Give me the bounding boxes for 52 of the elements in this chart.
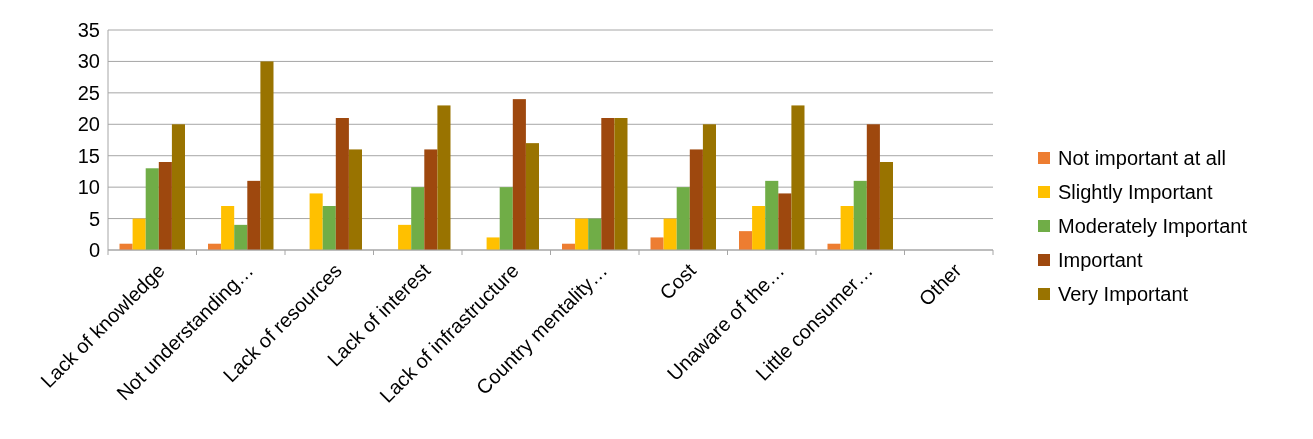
y-tick-label: 30 xyxy=(77,50,100,73)
bar xyxy=(335,118,349,250)
bar xyxy=(132,218,146,250)
bar xyxy=(689,149,703,250)
y-tick-label: 15 xyxy=(77,144,100,167)
bar xyxy=(486,237,500,250)
legend-label: Slightly Important xyxy=(1058,181,1213,203)
bar xyxy=(752,206,766,250)
bar xyxy=(650,237,664,250)
bar xyxy=(499,187,513,250)
bar xyxy=(260,61,274,250)
bar xyxy=(791,105,805,250)
bar xyxy=(765,180,779,250)
bar xyxy=(512,99,526,250)
bar xyxy=(145,168,159,250)
y-tick-label: 35 xyxy=(77,19,100,41)
bar xyxy=(879,162,893,250)
bar xyxy=(866,124,880,250)
bar xyxy=(424,149,438,250)
bar xyxy=(739,231,753,250)
bar xyxy=(171,124,185,250)
bar xyxy=(663,218,677,250)
y-tick-label: 0 xyxy=(88,239,100,261)
bar xyxy=(247,180,261,250)
bar xyxy=(525,143,539,250)
bar xyxy=(702,124,716,250)
bar xyxy=(676,187,690,250)
bar xyxy=(588,218,602,250)
x-tick-label: Cost xyxy=(655,258,701,304)
bar xyxy=(601,118,615,250)
y-tick-label: 20 xyxy=(77,113,100,136)
legend-label: Moderately Important xyxy=(1058,215,1248,237)
bar xyxy=(575,218,589,250)
bar xyxy=(398,224,412,250)
legend-label: Very Important xyxy=(1058,283,1189,305)
bar xyxy=(778,193,792,250)
y-tick-label: 25 xyxy=(77,81,100,104)
bar xyxy=(348,149,362,250)
bar xyxy=(158,162,172,250)
bar xyxy=(614,118,628,250)
bar xyxy=(234,224,248,250)
bar xyxy=(853,180,867,250)
y-tick-label: 5 xyxy=(88,207,100,230)
legend-label: Not important at all xyxy=(1058,147,1226,169)
bar xyxy=(322,206,336,250)
legend-label: Important xyxy=(1058,249,1143,271)
bar xyxy=(840,206,854,250)
bar xyxy=(221,206,235,250)
bar xyxy=(411,187,425,250)
y-tick-label: 10 xyxy=(77,176,100,199)
bar xyxy=(437,105,451,250)
bar xyxy=(309,193,323,250)
